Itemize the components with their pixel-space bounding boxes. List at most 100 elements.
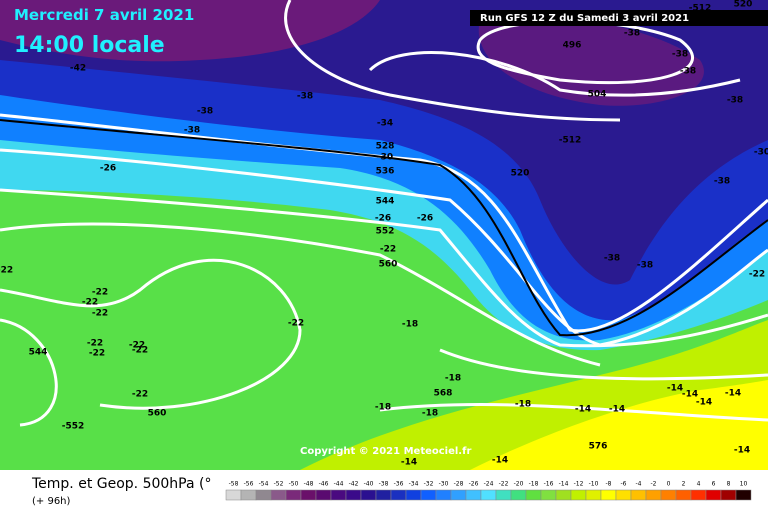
map-label: 528 — [376, 142, 395, 152]
map-label: -38 — [727, 96, 743, 106]
scale-label: -16 — [544, 481, 554, 488]
isohypses — [0, 0, 768, 427]
scale-swatch — [375, 489, 392, 501]
scale-swatch — [315, 489, 332, 501]
scale-swatch — [585, 489, 602, 501]
map-label: -14 — [682, 390, 698, 400]
map-label: -14 — [575, 405, 591, 415]
map-label: -14 — [609, 405, 625, 415]
map-label: -14 — [492, 456, 508, 466]
yellow-zone — [470, 380, 768, 470]
map-label: -22 — [92, 288, 108, 298]
map-label: -26 — [417, 214, 433, 224]
run-text: Run GFS 12 Z du Samedi 3 avril 2021 — [480, 13, 689, 24]
map-label: -22 — [132, 346, 148, 356]
map-labels: -42-38-38-38-34528-30536-26544-26552-225… — [0, 0, 768, 468]
map-label: -22 — [749, 270, 765, 280]
scale-swatch — [270, 489, 287, 501]
scale-label: -56 — [244, 481, 254, 488]
scale-label: 10 — [740, 481, 748, 488]
scale-label: -24 — [484, 481, 494, 488]
scale-label: -52 — [274, 481, 284, 488]
map-label: 520 — [734, 0, 753, 10]
scale-swatch — [570, 489, 587, 501]
map-label: -30 — [377, 153, 393, 163]
scale-label: -22 — [499, 481, 509, 488]
scale-label: -44 — [334, 481, 344, 488]
map-label: -42 — [70, 64, 86, 74]
map-label: -14 — [667, 384, 683, 394]
map-label: -18 — [402, 320, 418, 330]
map-label: 552 — [376, 227, 395, 237]
scale-label: -26 — [469, 481, 479, 488]
map-label: -22 — [0, 266, 13, 276]
freezing-contour — [0, 119, 768, 337]
map-label: -38 — [197, 107, 213, 117]
map-label: -38 — [714, 177, 730, 187]
scale-label: -40 — [364, 481, 374, 488]
scale-label: 6 — [712, 481, 716, 488]
scale-label: -42 — [349, 481, 359, 488]
time: 14:00 locale — [14, 33, 165, 58]
map-label: -18 — [375, 403, 391, 413]
scale-swatch — [540, 489, 557, 501]
scale-label: -28 — [454, 481, 464, 488]
scale-label: 8 — [727, 481, 731, 488]
scale-label: -4 — [636, 481, 642, 488]
scale-swatch — [345, 489, 362, 501]
scale-swatch — [240, 489, 257, 501]
scale-swatch — [720, 489, 737, 501]
map-label: -22 — [380, 245, 396, 255]
scale-label: -8 — [606, 481, 612, 488]
scale-swatch — [330, 489, 347, 501]
scale-swatch — [645, 489, 662, 501]
scale-swatch — [690, 489, 707, 501]
map-label: -14 — [734, 446, 750, 456]
scale-label: -54 — [259, 481, 269, 488]
footer-title: Temp. et Geop. 500hPa (° — [31, 476, 211, 492]
copyright: Copyright © 2021 Meteociel.fr — [300, 446, 471, 457]
scale-swatch — [615, 489, 632, 501]
map-label: 576 — [589, 442, 608, 452]
scale-label: -50 — [289, 481, 299, 488]
map-label: -38 — [672, 50, 688, 60]
scale-swatch — [420, 489, 437, 501]
scale-label: -30 — [439, 481, 449, 488]
map-label: -34 — [377, 119, 393, 129]
scale-swatch — [495, 489, 512, 501]
date: Mercredi 7 avril 2021 — [14, 6, 194, 24]
map-label: -22 — [129, 341, 145, 351]
footer-lead: (+ 96h) — [32, 496, 71, 507]
map-label: -38 — [184, 126, 200, 136]
scale-label: -46 — [319, 481, 329, 488]
map-label: -22 — [89, 349, 105, 359]
map-label: 520 — [511, 169, 530, 179]
scale-swatch — [255, 489, 272, 501]
map-label: -30 — [754, 148, 768, 158]
map-label: -22 — [132, 390, 148, 400]
purple-core — [478, 16, 704, 106]
map-label: -22 — [92, 309, 108, 319]
map-label: 560 — [379, 260, 398, 270]
map-label: -22 — [87, 339, 103, 349]
scale-swatch — [450, 489, 467, 501]
scale-swatch — [435, 489, 452, 501]
map-label: -14 — [696, 398, 712, 408]
map-label: -22 — [288, 319, 304, 329]
scale-swatch — [480, 489, 497, 501]
scale-swatch — [705, 489, 722, 501]
scale-label: -18 — [529, 481, 539, 488]
scale-swatch — [510, 489, 527, 501]
scale-swatch — [405, 489, 422, 501]
map-label: -38 — [297, 92, 313, 102]
scale-swatch — [525, 489, 542, 501]
scale-label: 0 — [667, 481, 671, 488]
map-label: -26 — [375, 214, 391, 224]
scale-label: -12 — [574, 481, 584, 488]
map-label: -38 — [624, 29, 640, 39]
map-label: -512 — [689, 4, 712, 14]
map-label: -512 — [559, 136, 582, 146]
map-label: -38 — [637, 261, 653, 271]
scale-label: 4 — [697, 481, 701, 488]
